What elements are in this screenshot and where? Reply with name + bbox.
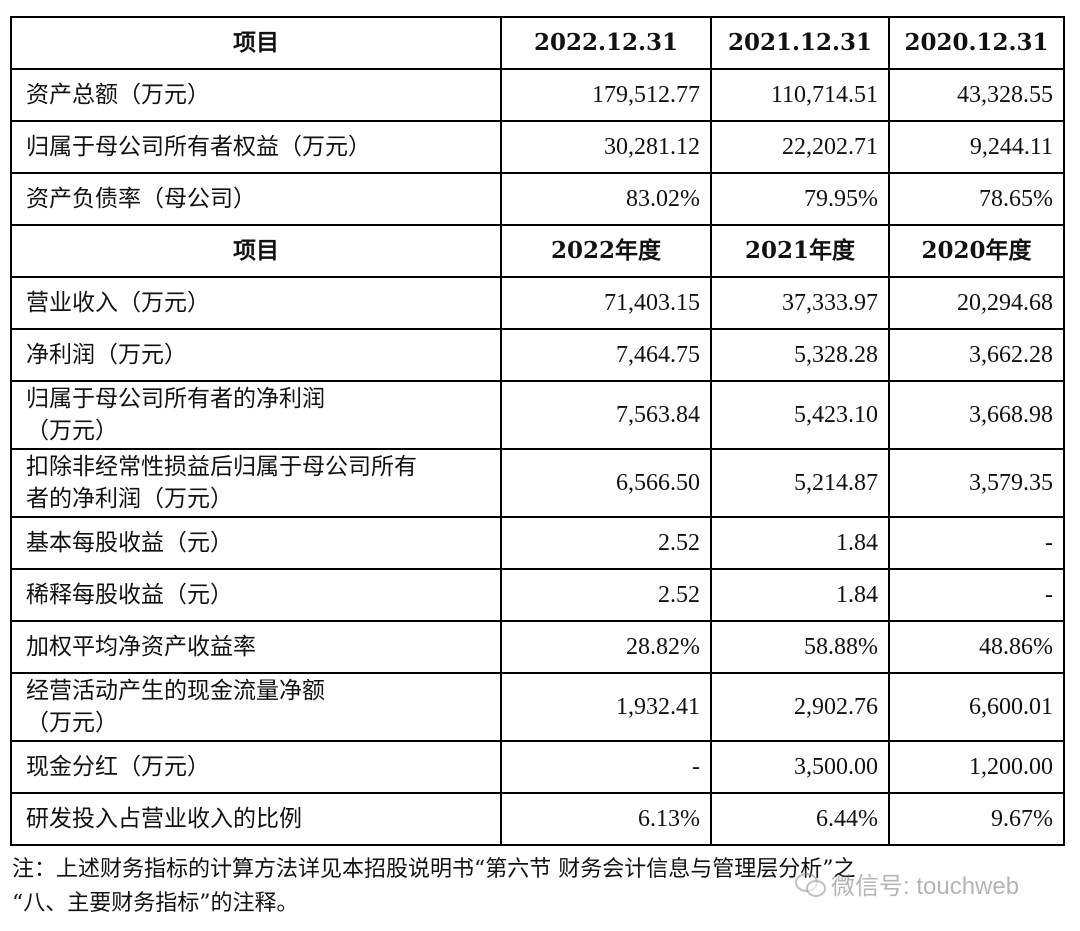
value-cell: 6.13% [500,792,712,846]
value-cell: 20,294.68 [888,276,1065,330]
header-cell-item: 项目 [10,16,502,70]
value-cell: 79.95% [710,172,890,226]
value-cell: 1.84 [710,516,890,570]
table-row: 资产负债率（母公司） 83.02% 79.95% 78.65% [10,172,1065,226]
row-label-line: （万元） [26,418,118,444]
footnote-line-1: 注：上述财务指标的计算方法详见本招股说明书“第六节 财务会计信息与管理层分析”之 [12,857,856,882]
table-row: 归属于母公司所有者权益（万元） 30,281.12 22,202.71 9,244.1… [10,120,1065,174]
row-label-line: 营业收入（万元） [26,290,210,316]
value-cell: 1,200.00 [888,740,1065,794]
value-cell: 3,500.00 [710,740,890,794]
table-row: 稀释每股收益（元） 2.52 1.84- [10,568,1065,622]
row-label: 资产负债率（母公司） [10,172,502,226]
row-label: 稀释每股收益（元） [10,568,502,622]
value-cell: 6,600.01 [888,672,1065,742]
value-cell: 3,668.98 [888,380,1065,450]
row-label-line: 者的净利润（万元） [26,486,233,512]
footnote-line-2: “八、主要财务指标”的注释。 [12,891,299,916]
value-cell: - [500,740,712,794]
header-row-balance: 项目 2022.12.31 2021.12.31 2020.12.31 [10,16,1065,70]
value-cell: 6.44% [710,792,890,846]
header-cell-period: 2021.12.31 [710,16,890,70]
table-row: 归属于母公司所有者的净利润 （万元） 7,563.84 5,423.10 3,668.9… [10,380,1065,450]
row-label-line: 净利润（万元） [26,342,187,368]
table-row: 净利润（万元） 7,464.75 5,328.28 3,662.28 [10,328,1065,382]
header-cell-period: 2021年度 [710,224,890,278]
value-cell: 9.67% [888,792,1065,846]
table-row: 加权平均净资产收益率 28.82% 58.88% 48.86% [10,620,1065,674]
value-cell: 83.02% [500,172,712,226]
row-label-line: 归属于母公司所有者权益（万元） [26,134,371,160]
header-cell-period: 2020年度 [888,224,1065,278]
value-cell: 9,244.11 [888,120,1065,174]
header-cell-period: 2022.12.31 [500,16,712,70]
value-cell: 71,403.15 [500,276,712,330]
row-label: 基本每股收益（元） [10,516,502,570]
row-label-line: 研发投入占营业收入的比例 [26,806,302,832]
header-cell-period: 2020.12.31 [888,16,1065,70]
value-cell: 28.82% [500,620,712,674]
row-label: 扣除非经常性损益后归属于母公司所有 者的净利润（万元） [10,448,502,518]
header-cell-item: 项目 [10,224,502,278]
row-label: 研发投入占营业收入的比例 [10,792,502,846]
row-label-line: 资产负债率（母公司） [26,186,256,212]
row-label: 净利润（万元） [10,328,502,382]
row-label-line: 稀释每股收益（元） [26,582,233,608]
row-label: 加权平均净资产收益率 [10,620,502,674]
value-cell: 5,328.28 [710,328,890,382]
value-cell: 5,214.87 [710,448,890,518]
value-cell: 43,328.55 [888,68,1065,122]
value-cell: 2,902.76 [710,672,890,742]
value-cell: 37,333.97 [710,276,890,330]
row-label: 营业收入（万元） [10,276,502,330]
value-cell: 2.52 [500,568,712,622]
value-cell: 22,202.71 [710,120,890,174]
wechat-watermark: 微信号: touchweb [795,866,1019,901]
row-label: 现金分红（万元） [10,740,502,794]
value-cell: 179,512.77 [500,68,712,122]
table-row: 研发投入占营业收入的比例 6.13% 6.44% 9.67% [10,792,1065,846]
footnote: 注：上述财务指标的计算方法详见本招股说明书“第六节 财务会计信息与管理层分析”之… [12,853,1072,921]
wechat-icon [795,871,826,897]
value-cell: 1.84 [710,568,890,622]
table-row: 基本每股收益（元） 2.52 1.84- [10,516,1065,570]
row-label: 归属于母公司所有者的净利润 （万元） [10,380,502,450]
row-label-line: 现金分红（万元） [26,754,210,780]
header-row-income: 项目 2022年度 2021年度 2020年度 [10,224,1065,278]
table-row: 经营活动产生的现金流量净额 （万元） 1,932.41 2,902.76 6,600.0… [10,672,1065,742]
row-label-line: 扣除非经常性损益后归属于母公司所有 [26,454,417,480]
value-cell: - [888,568,1065,622]
value-cell: 1,932.41 [500,672,712,742]
row-label-line: 资产总额（万元） [26,82,210,108]
row-label: 归属于母公司所有者权益（万元） [10,120,502,174]
value-cell: - [888,516,1065,570]
table-row: 营业收入（万元） 71,403.15 37,333.97 20,294.68 [10,276,1065,330]
row-label: 资产总额（万元） [10,68,502,122]
row-label-line: 基本每股收益（元） [26,530,233,556]
row-label-line: （万元） [26,710,118,736]
value-cell: 5,423.10 [710,380,890,450]
value-cell: 3,579.35 [888,448,1065,518]
value-cell: 78.65% [888,172,1065,226]
table-row: 资产总额（万元） 179,512.77 110,714.51 43,328.55 [10,68,1065,122]
value-cell: 30,281.12 [500,120,712,174]
value-cell: 7,464.75 [500,328,712,382]
value-cell: 7,563.84 [500,380,712,450]
row-label: 经营活动产生的现金流量净额 （万元） [10,672,502,742]
value-cell: 110,714.51 [710,68,890,122]
financial-indicators-table: 项目 2022.12.31 2021.12.31 2020.12.31 资产总额（万元）… [10,16,1065,846]
row-label-line: 归属于母公司所有者的净利润 [26,386,325,412]
row-label-line: 经营活动产生的现金流量净额 [26,678,325,704]
value-cell: 3,662.28 [888,328,1065,382]
table-row: 现金分红（万元） -3,500.00 1,200.00 [10,740,1065,794]
watermark-text: 微信号: touchweb [831,873,1020,900]
value-cell: 2.52 [500,516,712,570]
value-cell: 48.86% [888,620,1065,674]
header-cell-period: 2022年度 [500,224,712,278]
row-label-line: 加权平均净资产收益率 [26,634,256,660]
value-cell: 6,566.50 [500,448,712,518]
table-row: 扣除非经常性损益后归属于母公司所有 者的净利润（万元） 6,566.50 5,214.… [10,448,1065,518]
value-cell: 58.88% [710,620,890,674]
